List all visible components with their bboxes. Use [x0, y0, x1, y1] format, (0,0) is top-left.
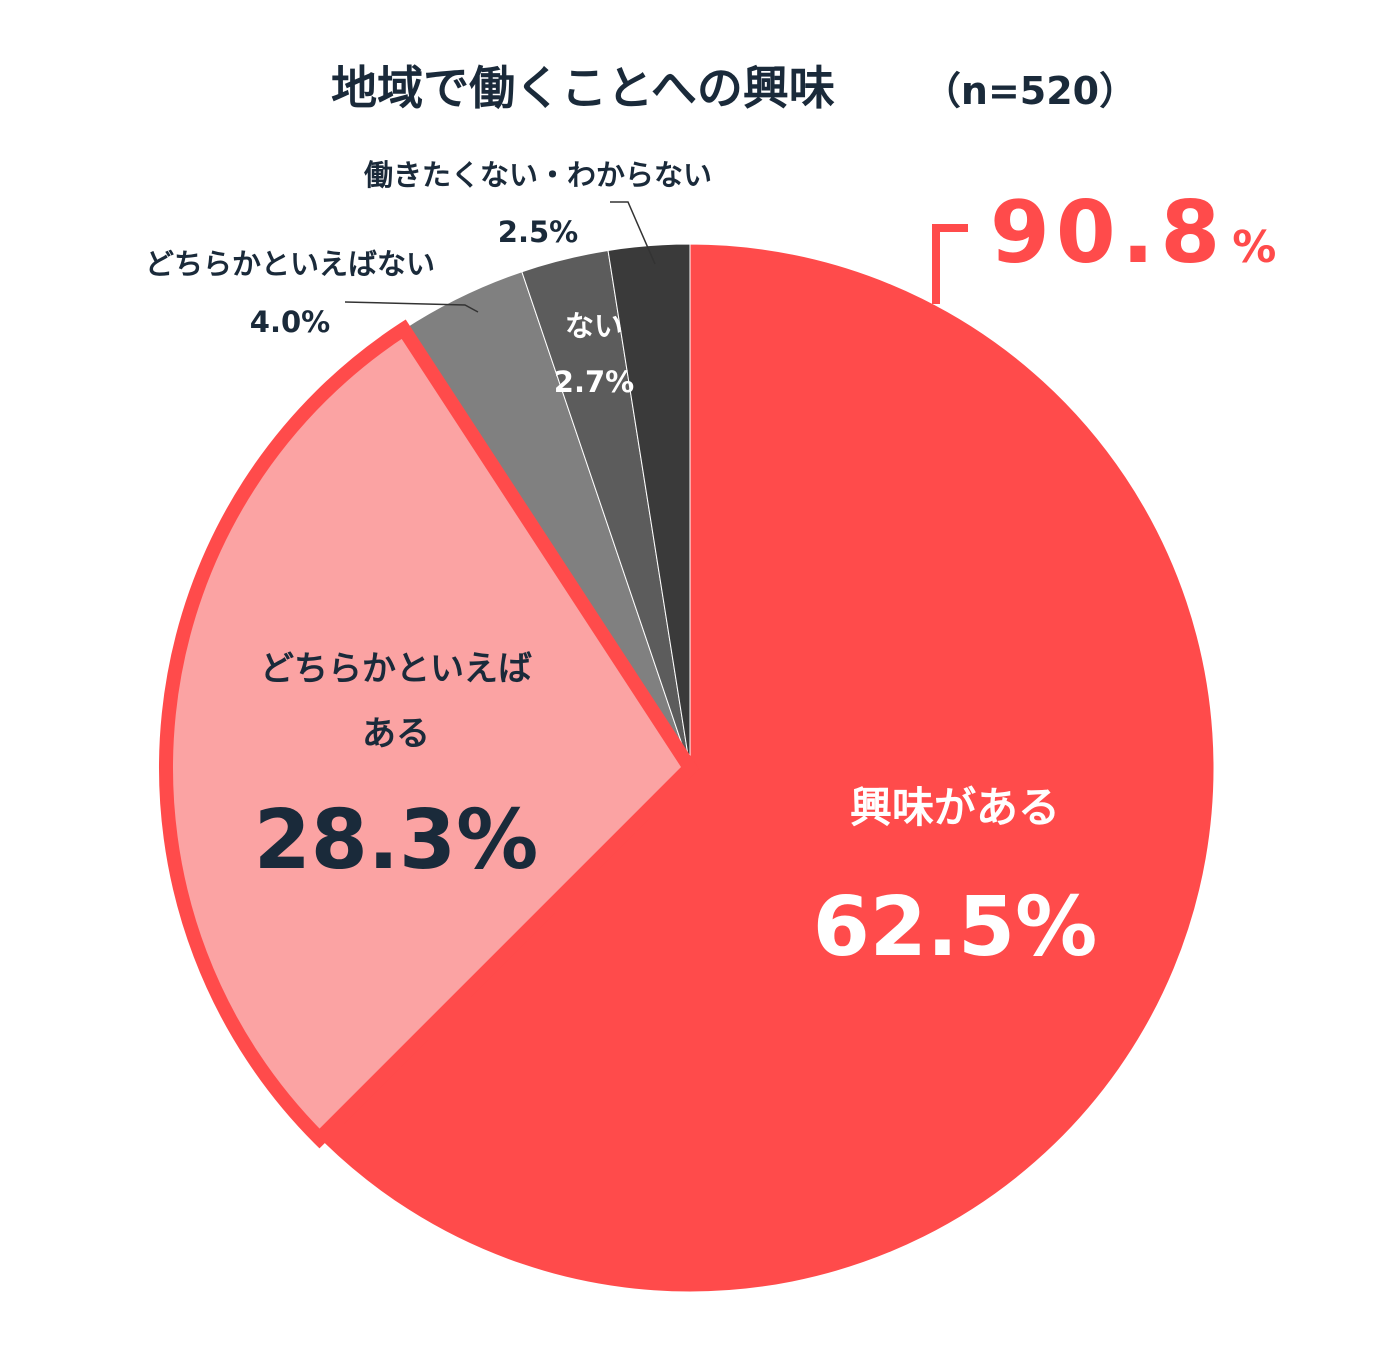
interest-total-outline	[159, 319, 699, 1149]
pie-slices	[165, 243, 1215, 1293]
slice-unknown	[607, 243, 691, 769]
sample-size-label: （n=520）	[923, 69, 1137, 113]
slice-label-somewhat-not: どちらかといえばない	[145, 247, 435, 281]
slice-interested	[318, 243, 1215, 1293]
slice-label-unknown: 働きたくない・わからない	[363, 158, 712, 192]
slice-label-somewhat-interested: どちらかといえば	[260, 649, 532, 689]
leader-line-unknown	[610, 201, 656, 265]
slice-label-not: ない	[565, 309, 623, 343]
total-number: 90.8	[990, 183, 1226, 283]
leader-line-somewhat-not	[344, 301, 479, 313]
slice-value-interested: 62.5%	[813, 880, 1097, 975]
slice-value-unknown: 2.5%	[498, 215, 578, 249]
slice-label-somewhat-interested-line2: ある	[362, 714, 430, 754]
chart-title: 地域で働くことへの興味	[331, 61, 835, 115]
slice-value-somewhat-not: 4.0%	[250, 305, 330, 339]
total-unit: %	[1232, 222, 1282, 273]
slice-label-interested: 興味がある	[850, 783, 1060, 832]
total-value-label: 90.8%	[990, 183, 1282, 283]
slice-value-not: 2.7%	[554, 365, 634, 399]
total-bracket	[932, 224, 968, 304]
slice-value-somewhat-interested: 28.3%	[254, 793, 538, 888]
